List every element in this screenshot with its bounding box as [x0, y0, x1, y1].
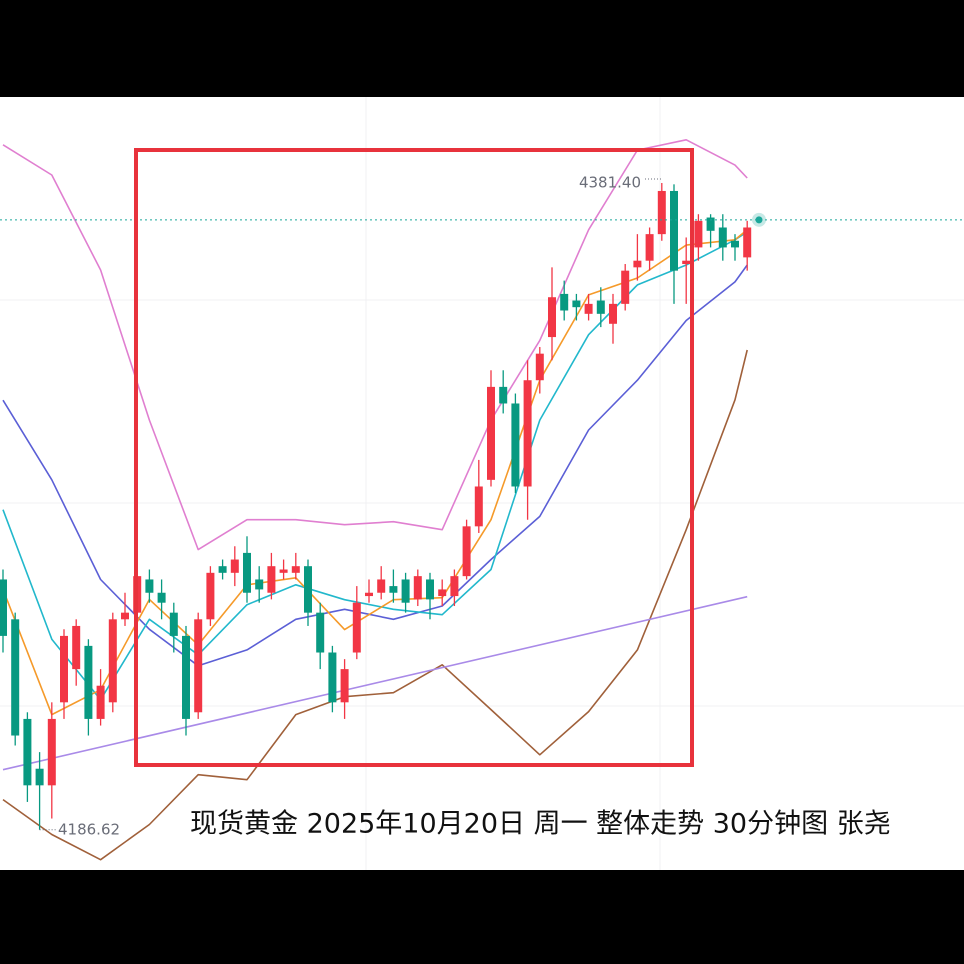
candle-body: [255, 579, 264, 590]
candle-body: [572, 300, 581, 308]
candle-body: [108, 619, 117, 703]
candle-body: [413, 576, 422, 600]
candle-body: [401, 579, 410, 603]
candle-body: [718, 227, 727, 248]
candle-body: [0, 579, 7, 636]
candle-body: [731, 240, 739, 248]
candle-body: [560, 293, 569, 311]
caption: 现货黄金 2025年10月20日 周一 整体走势 30分钟图 张尧: [190, 809, 891, 840]
candle-body: [340, 669, 349, 703]
candle-body: [682, 260, 691, 265]
candle-body: [645, 234, 654, 261]
candle-body: [182, 635, 190, 719]
candle-body: [670, 190, 678, 271]
candle-body: [584, 303, 593, 314]
candle-body: [462, 526, 471, 577]
candle-body: [316, 612, 325, 653]
candle-body: [389, 586, 398, 593]
candle-body: [609, 303, 617, 324]
indicator-line: [2, 139, 748, 551]
indicator-lines: [2, 139, 748, 861]
candle-body: [511, 403, 520, 487]
candle-body: [328, 652, 337, 703]
candle-body: [72, 625, 81, 670]
candle-body: [60, 635, 68, 703]
low-label: 4186.62: [58, 820, 120, 838]
candle-body: [743, 227, 752, 258]
candle-body: [474, 486, 483, 527]
candle-body: [535, 353, 544, 381]
candle-body: [621, 270, 630, 304]
candle-body: [706, 217, 715, 231]
candle-body: [657, 190, 666, 235]
candle-body: [438, 589, 447, 597]
candle-body: [23, 718, 32, 786]
candle-body: [96, 685, 105, 719]
candle-body: [84, 645, 93, 719]
candle-body: [450, 576, 459, 597]
plot-background: [0, 97, 964, 870]
indicator-line: [2, 349, 748, 861]
indicator-line: [2, 264, 748, 667]
candles: [0, 182, 752, 830]
indicator-line: [2, 595, 748, 771]
candle-body: [218, 566, 227, 573]
candle-body: [499, 386, 508, 404]
candle-body: [377, 579, 386, 593]
candle-body: [145, 579, 154, 593]
candle-body: [279, 569, 288, 573]
candle-body: [291, 566, 300, 573]
candle-body: [230, 559, 239, 573]
candle-body: [11, 619, 20, 736]
candle-body: [47, 718, 56, 786]
candle-body: [352, 602, 361, 653]
annotations: 4381.40 4186.62: [0, 173, 964, 838]
candle-body: [267, 566, 276, 593]
price-marker: [755, 216, 763, 224]
candle-body: [694, 220, 703, 248]
candle-body: [157, 592, 166, 603]
candle-body: [487, 386, 495, 480]
candle-body: [35, 768, 44, 786]
candle-body: [121, 612, 129, 620]
candle-body: [304, 566, 312, 613]
candle-body: [426, 579, 434, 600]
high-label: 4381.40: [579, 173, 641, 191]
candle-body: [523, 380, 532, 487]
highlight-box: [134, 148, 694, 767]
candle-body: [633, 260, 642, 268]
indicator-line: [2, 231, 748, 701]
candle-body: [194, 619, 203, 713]
candle-body: [548, 297, 556, 338]
candle-body: [365, 592, 373, 597]
candle-body: [206, 572, 215, 620]
candle-body: [596, 300, 605, 314]
candle-body: [243, 552, 251, 593]
candle-body: [169, 612, 178, 636]
